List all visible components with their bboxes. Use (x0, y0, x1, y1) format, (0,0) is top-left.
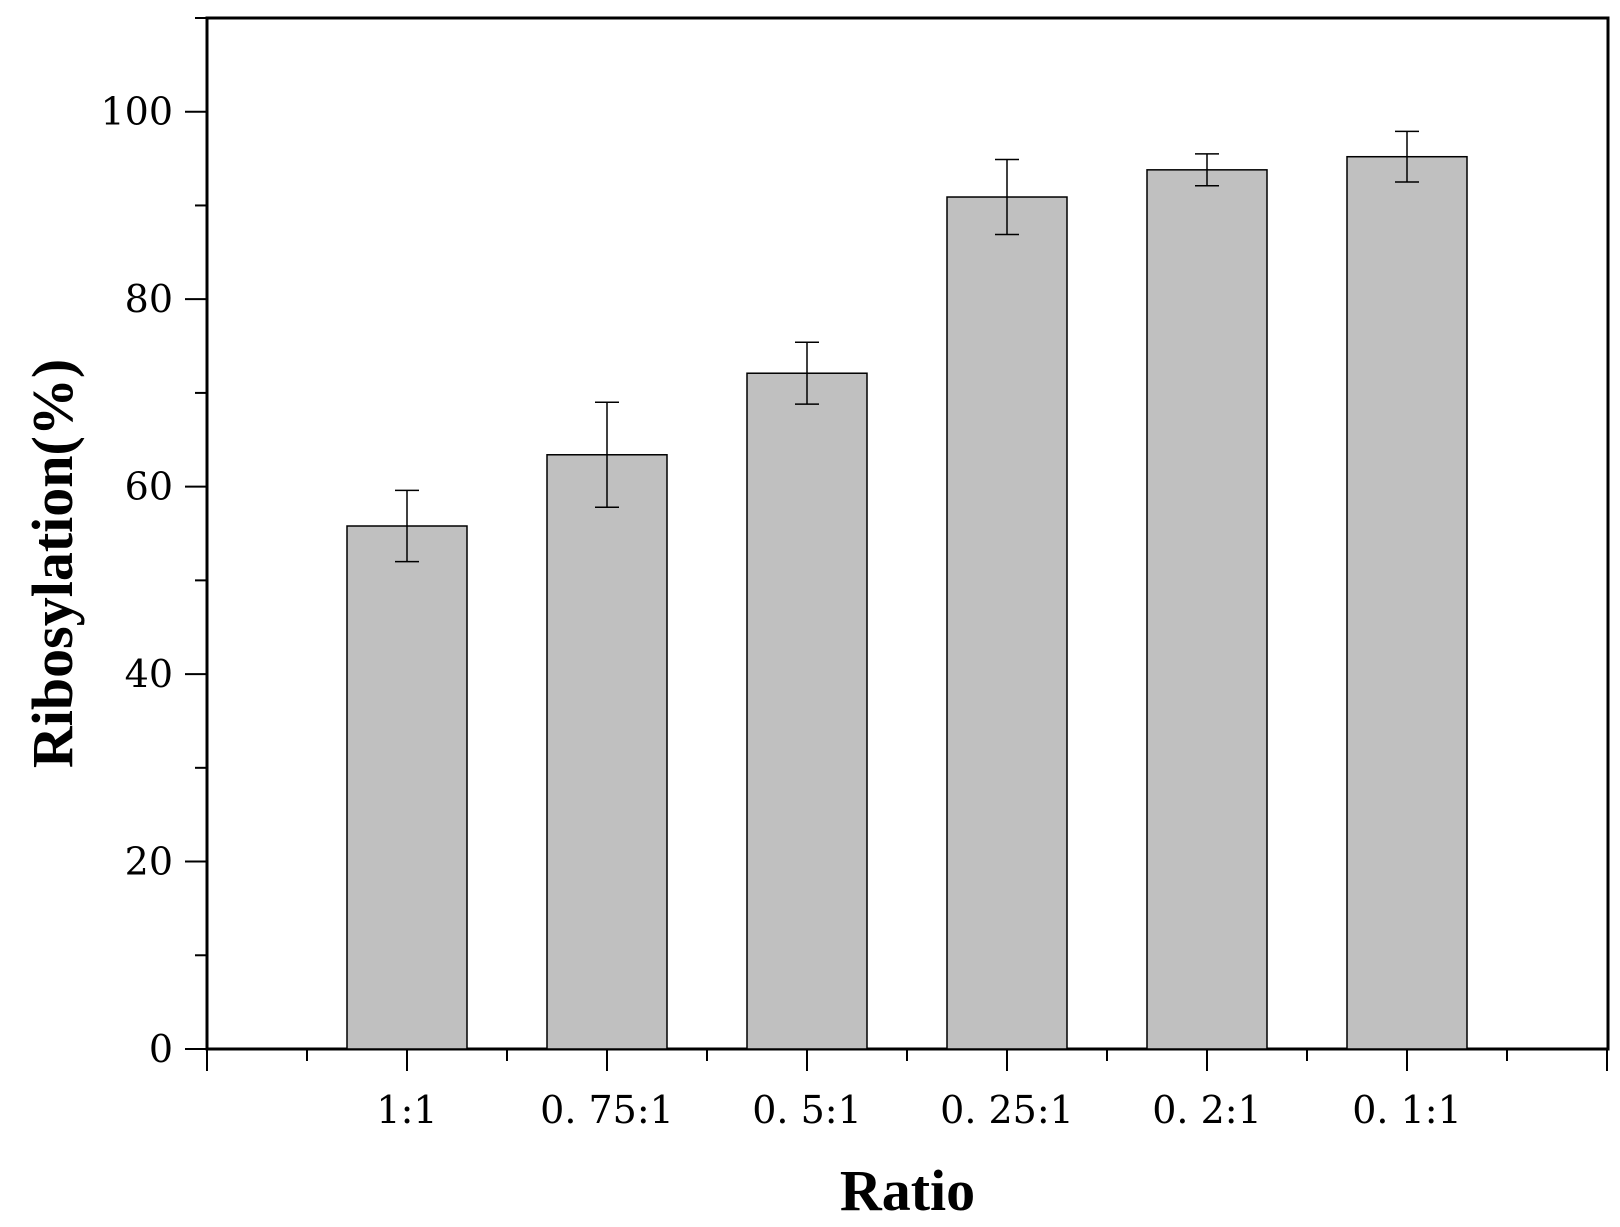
error-bars (395, 130, 1419, 563)
tick-labels: 0 20 40 60 80 100 1:1 0. 75:1 0. 5:1 0. 25:1 0. 2:… (100, 90, 1461, 1132)
y-tick-label: 80 (125, 277, 173, 321)
x-tick-label: 0. 1:1 (1352, 1088, 1462, 1132)
bars (346, 155, 1468, 1050)
bar (946, 196, 1068, 1050)
bar (746, 372, 868, 1050)
bar (1346, 155, 1468, 1050)
y-axis-title: Ribosylation(%) (20, 359, 85, 768)
y-tick-label: 40 (125, 652, 173, 696)
x-tick-label: 0. 75:1 (540, 1088, 674, 1132)
y-tick-label: 0 (149, 1027, 173, 1071)
x-tick-label: 0. 5:1 (752, 1088, 862, 1132)
y-tick-label: 100 (100, 90, 173, 134)
x-axis-title: Ratio (840, 1158, 975, 1223)
y-tick-label: 20 (125, 840, 173, 884)
x-tick-label: 0. 25:1 (940, 1088, 1074, 1132)
bar (546, 454, 668, 1050)
bar (346, 525, 468, 1050)
y-tick-label: 60 (125, 465, 173, 509)
axes (185, 17, 1608, 1071)
x-tick-label: 0. 2:1 (1152, 1088, 1262, 1132)
x-tick-label: 1:1 (376, 1088, 437, 1132)
bar (1146, 169, 1268, 1050)
